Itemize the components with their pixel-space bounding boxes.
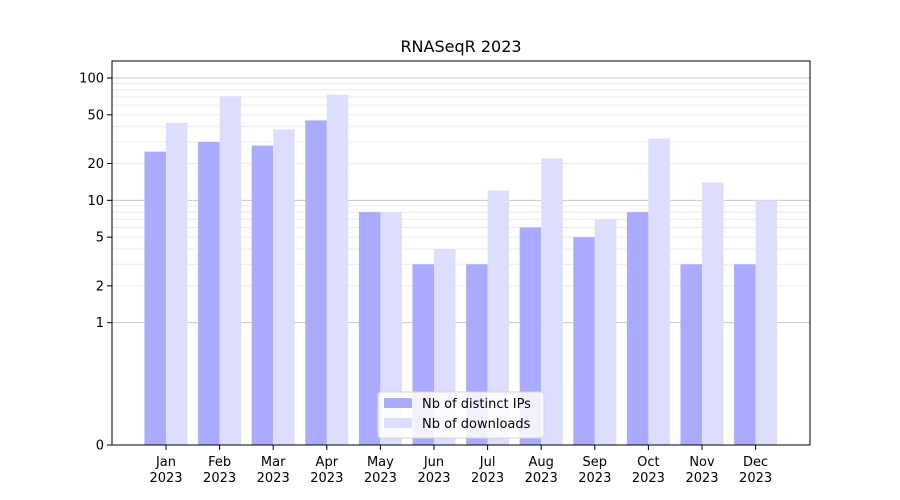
x-tick-label: Nov 2023 — [685, 455, 718, 486]
y-tick-label: 0 — [96, 439, 104, 454]
bar-distinct-ips — [144, 151, 166, 445]
legend: Nb of distinct IPs Nb of downloads — [377, 391, 545, 439]
y-tick-label: 2 — [96, 279, 104, 294]
legend-label: Nb of distinct IPs — [422, 397, 531, 412]
legend-box — [377, 391, 545, 439]
x-tick-label: Mar 2023 — [257, 455, 290, 486]
bar-distinct-ips — [626, 212, 649, 445]
x-tick-label: Jan 2023 — [149, 455, 182, 486]
bar-distinct-ips — [734, 264, 756, 445]
x-tick-label: May 2023 — [364, 455, 397, 486]
bar-distinct-ips — [573, 237, 595, 445]
bar-downloads — [594, 219, 617, 445]
legend-label: Nb of downloads — [422, 417, 531, 432]
bar-distinct-ips — [358, 212, 381, 445]
bar-downloads — [326, 94, 349, 446]
bar-distinct-ips — [519, 227, 542, 445]
y-tick-label: 1 — [96, 316, 104, 331]
x-tick-label: Jun 2023 — [417, 455, 450, 486]
bar-downloads — [166, 122, 188, 446]
x-tick-label: Jul 2023 — [471, 455, 504, 486]
legend-swatch — [384, 418, 412, 428]
bar-downloads — [487, 190, 510, 445]
x-axis: Jan 2023 Feb 2023 Mar 2023 Apr 2023 May 2023 Jun 20… — [149, 445, 772, 486]
bar-downloads — [755, 200, 778, 445]
y-tick-label: 100 — [79, 72, 104, 87]
bar-downloads — [219, 96, 242, 446]
x-tick-label: Feb 2023 — [203, 455, 236, 486]
x-tick-label: Aug 2023 — [525, 455, 558, 486]
legend-swatch — [384, 398, 412, 408]
y-tick-label: 5 — [96, 231, 104, 246]
x-tick-label: Oct 2023 — [632, 455, 665, 486]
y-tick-label: 10 — [87, 194, 104, 209]
chart-title: RNASeqR 2023 — [400, 37, 521, 56]
bar-downloads — [702, 182, 724, 445]
y-tick-label: 50 — [87, 108, 104, 123]
bar-distinct-ips — [305, 120, 327, 445]
bar-downloads — [273, 129, 295, 445]
x-tick-label: Sep 2023 — [578, 455, 611, 486]
bar-distinct-ips — [251, 145, 274, 446]
plot-area-frame — [111, 60, 811, 446]
bar-downloads — [541, 158, 563, 446]
y-tick-label: 20 — [87, 157, 104, 172]
y-axis: 0 1 2 5 10 20 50 100 — [79, 72, 112, 454]
bar-distinct-ips — [198, 141, 220, 445]
x-tick-label: Dec 2023 — [739, 455, 772, 486]
bar-distinct-ips — [680, 264, 702, 445]
bar-downloads — [648, 138, 670, 445]
bars — [144, 94, 778, 446]
bar-downloads — [380, 212, 402, 445]
x-tick-label: Apr 2023 — [310, 455, 343, 486]
